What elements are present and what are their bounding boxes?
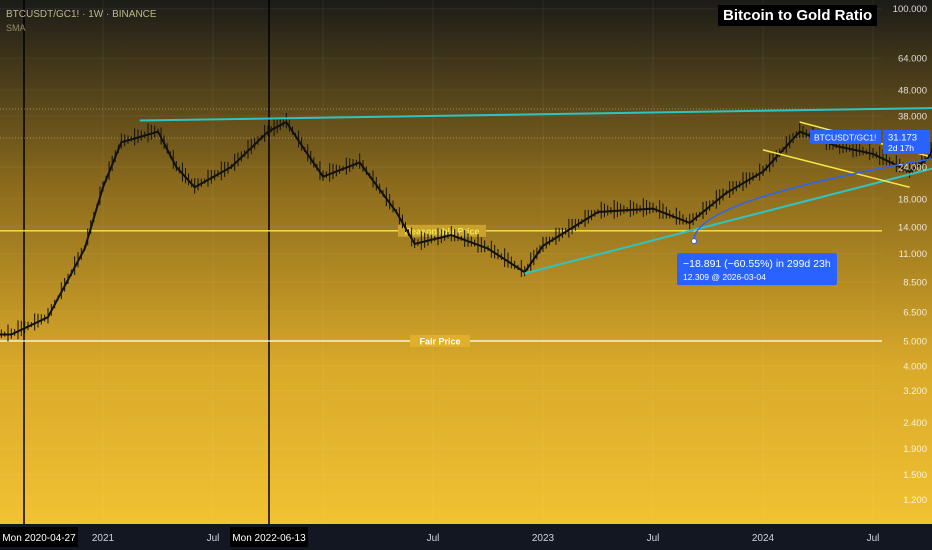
y-tick-label: 3.200 <box>903 386 927 397</box>
vertical-marker-label: Mon 2022-06-13 <box>232 533 306 544</box>
x-tick-label: Jul <box>427 533 440 544</box>
last-price-value: 31.173 <box>888 133 917 144</box>
symbol-header[interactable]: BTCUSDT/GC1! · 1W · BINANCE <box>6 9 157 20</box>
y-tick-label: 24.000 <box>898 163 927 174</box>
y-tick-label: 38.000 <box>898 112 927 123</box>
time-axis-background <box>0 524 932 550</box>
bar-countdown: 2d 17h <box>888 143 914 153</box>
resistance-trendline <box>139 107 932 122</box>
y-tick-label: 1.500 <box>903 470 927 481</box>
vertical-marker-badge <box>0 527 78 547</box>
price-series <box>0 113 932 342</box>
support-trendline <box>524 167 932 275</box>
chart-labels: ATH31.2002025-05-05−18.891 (−60.55%) in … <box>677 130 930 286</box>
time-axis[interactable]: 2021JulJul2023Jul2024Jul2025Jul2026Jul20… <box>0 527 932 547</box>
vertical-marker-badge <box>230 527 308 547</box>
fair-price-label: Fair Price <box>419 337 460 347</box>
chart-title: Bitcoin to Gold Ratio <box>718 5 878 26</box>
y-tick-label: 1.200 <box>903 495 927 506</box>
vertical-marker-label: Mon 2020-04-27 <box>2 533 76 544</box>
channel-lower <box>762 149 910 188</box>
projection-change: −18.891 (−60.55%) in 299d 23h <box>683 258 831 270</box>
y-tick-label: 48.000 <box>898 86 927 97</box>
x-tick-label: Jul <box>867 533 880 544</box>
reasonable-price-label: Reasonable Price <box>404 226 479 236</box>
y-tick-label: 100.000 <box>893 4 927 15</box>
y-tick-label: 4.000 <box>903 361 927 372</box>
indicator-label[interactable]: SMA <box>6 23 26 33</box>
fair-price-label-bg <box>410 335 470 347</box>
last-price-badge <box>883 130 930 154</box>
projection-end-dot <box>691 238 697 245</box>
y-tick-label: 1.900 <box>903 444 927 455</box>
y-tick-label: 6.500 <box>903 307 927 318</box>
x-tick-label: Jul <box>647 533 660 544</box>
price-line <box>0 120 932 336</box>
vertical-markers <box>23 0 270 524</box>
x-tick-label: 2024 <box>752 533 775 544</box>
y-tick-label: 14.000 <box>898 222 927 233</box>
y-tick-label: 8.500 <box>903 278 927 289</box>
y-tick-label: 5.000 <box>903 337 927 348</box>
projection-box <box>677 253 837 286</box>
reasonable-price-label-bg <box>398 224 486 237</box>
y-tick-label: 2.400 <box>903 418 927 429</box>
y-tick-label: 18.000 <box>898 194 927 205</box>
price-axis-background <box>882 0 932 524</box>
symbol-badge-text: BTCUSDT/GC1! <box>814 133 876 143</box>
price-axis[interactable]: 100.000 64.000 48.000 38.000 24.000 18.000 14.… <box>893 4 927 506</box>
y-tick-label: 64.000 <box>898 54 927 65</box>
symbol-badge <box>810 130 881 144</box>
y-tick-label: 11.000 <box>899 249 927 260</box>
x-tick-label: 2023 <box>532 533 555 544</box>
projection-target: 12.309 @ 2026-03-04 <box>683 272 766 282</box>
x-tick-label: 2021 <box>92 533 115 544</box>
projection-arc <box>693 158 932 242</box>
x-tick-label: Jul <box>207 533 220 544</box>
